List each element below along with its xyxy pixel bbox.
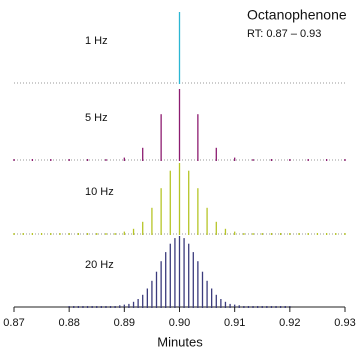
x-axis-label: Minutes xyxy=(157,334,203,349)
x-tick-label: 0.92 xyxy=(279,317,300,329)
x-tick-label: 0.88 xyxy=(58,317,79,329)
x-tick-label: 0.89 xyxy=(114,317,135,329)
x-tick-label: 0.87 xyxy=(3,317,24,329)
chart-title: Octanophenone xyxy=(247,7,347,23)
panel-label: 20 Hz xyxy=(85,259,114,271)
panel-label: 1 Hz xyxy=(85,35,108,47)
x-tick-label: 0.91 xyxy=(224,317,245,329)
x-tick-label: 0.90 xyxy=(169,317,190,329)
panel-label: 10 Hz xyxy=(85,186,114,198)
panel-label: 5 Hz xyxy=(85,112,108,124)
chart-subtitle: RT: 0.87 – 0.93 xyxy=(247,28,321,40)
x-tick-label: 0.93 xyxy=(334,317,355,329)
